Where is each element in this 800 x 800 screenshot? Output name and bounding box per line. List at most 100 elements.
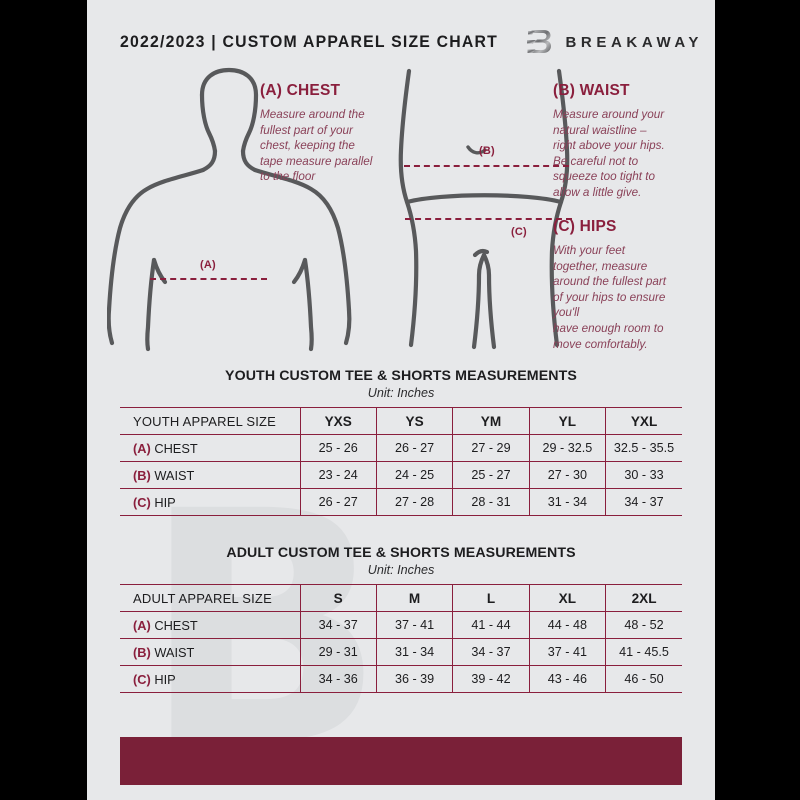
row-tag: (A) (133, 617, 151, 633)
youth-r0-c4: 32.5 - 35.5 (605, 434, 682, 462)
youth-r1-c0: 23 - 24 (300, 461, 377, 489)
youth-row-0-label: (A) CHEST (120, 434, 301, 462)
youth-r0-c3: 29 - 32.5 (529, 434, 607, 462)
youth-r2-c1: 27 - 28 (376, 488, 454, 516)
table-row: (C) HIP 34 - 36 36 - 39 39 - 42 43 - 46 … (120, 665, 682, 693)
youth-r1-c3: 27 - 30 (529, 461, 607, 489)
adult-r1-c3: 37 - 41 (529, 638, 607, 666)
youth-col-1: YS (376, 407, 454, 435)
row-label: CHEST (154, 440, 198, 456)
adult-r0-c4: 48 - 52 (605, 611, 682, 639)
adult-table-unit: Unit: Inches (367, 563, 435, 577)
adult-r1-c1: 31 - 34 (376, 638, 454, 666)
youth-r2-c3: 31 - 34 (529, 488, 607, 516)
table-row-header: ADULT APPAREL SIZE S M L XL 2XL (120, 584, 682, 612)
waist-measure-line (404, 165, 569, 167)
youth-size-table-block: YOUTH CUSTOM TEE & SHORTS MEASUREMENTS U… (120, 368, 682, 516)
waist-measure-label: (B) (479, 145, 495, 157)
youth-r2-c2: 28 - 31 (452, 488, 530, 516)
note-waist: (B) WAIST Measure around your natural wa… (553, 82, 698, 201)
adult-r0-c2: 41 - 44 (452, 611, 530, 639)
chest-measure-label: (A) (200, 259, 216, 271)
footer-bar (120, 737, 682, 785)
page-title: 2022/2023 | CUSTOM APPAREL SIZE CHART (120, 32, 499, 51)
adult-r2-c4: 46 - 50 (605, 665, 682, 693)
page-header: 2022/2023 | CUSTOM APPAREL SIZE CHART (120, 27, 698, 57)
adult-r0-c1: 37 - 41 (376, 611, 454, 639)
adult-size-table-block: ADULT CUSTOM TEE & SHORTS MEASUREMENTS U… (120, 545, 682, 693)
youth-r1-c1: 24 - 25 (376, 461, 454, 489)
brand-name: BREAKAWAY (565, 33, 704, 51)
row-tag: (C) (133, 671, 151, 687)
adult-r2-c0: 34 - 36 (300, 665, 377, 693)
note-hips: (C) HIPS With your feet together, measur… (553, 218, 703, 352)
hips-figure-icon (398, 68, 570, 350)
chest-measure-line (150, 278, 267, 280)
torso-figure-icon (107, 67, 352, 352)
adult-r2-c2: 39 - 42 (452, 665, 530, 693)
youth-size-table: YOUTH APPAREL SIZE YXS YS YM YL YXL (A) … (120, 407, 682, 516)
note-chest-body: Measure around the fullest part of your … (260, 108, 373, 184)
table-row: (A) CHEST 34 - 37 37 - 41 41 - 44 44 - 4… (120, 611, 682, 639)
table-row: (A) CHEST 25 - 26 26 - 27 27 - 29 29 - 3… (120, 434, 682, 462)
adult-size-table: ADULT APPAREL SIZE S M L XL 2XL (A) CHES… (120, 584, 682, 693)
note-waist-heading: (B) WAIST (553, 82, 630, 99)
adult-row-2-label: (C) HIP (120, 665, 301, 693)
adult-r1-c0: 29 - 31 (300, 638, 377, 666)
row-label: CHEST (154, 617, 198, 633)
youth-col-3: YL (529, 407, 607, 435)
adult-col-4: 2XL (605, 584, 682, 612)
hips-measure-label: (C) (511, 226, 527, 238)
table-row: (B) WAIST 23 - 24 24 - 25 25 - 27 27 - 3… (120, 461, 682, 489)
breakaway-b-logo-icon (526, 30, 551, 53)
measurement-illustration: (A) (B) (C) (A) CHEST Measure around the… (87, 60, 715, 365)
youth-row-2-label: (C) HIP (120, 488, 301, 516)
adult-r2-c1: 36 - 39 (376, 665, 454, 693)
note-waist-body: Measure around your natural waistline – … (553, 108, 665, 199)
youth-r1-c2: 25 - 27 (452, 461, 530, 489)
youth-r0-c1: 26 - 27 (376, 434, 454, 462)
youth-r1-c4: 30 - 33 (605, 461, 682, 489)
adult-r1-c2: 34 - 37 (452, 638, 530, 666)
row-tag: (A) (133, 440, 151, 456)
adult-row-0-label: (A) CHEST (120, 611, 301, 639)
table-row-header: YOUTH APPAREL SIZE YXS YS YM YL YXL (120, 407, 682, 435)
note-chest-heading: (A) CHEST (260, 82, 341, 99)
note-hips-body: With your feet together, measure around … (553, 244, 667, 351)
youth-col-4: YXL (605, 407, 682, 435)
youth-row-header-label: YOUTH APPAREL SIZE (120, 407, 301, 435)
brand-lockup: BREAKAWAY (526, 28, 704, 56)
adult-col-2: L (452, 584, 530, 612)
youth-col-0: YXS (300, 407, 377, 435)
adult-r0-c0: 34 - 37 (300, 611, 377, 639)
youth-table-title: YOUTH CUSTOM TEE & SHORTS MEASUREMENTS (225, 368, 577, 384)
adult-r2-c3: 43 - 46 (529, 665, 607, 693)
row-label: HIP (154, 494, 176, 510)
adult-col-3: XL (529, 584, 607, 612)
row-label: WAIST (154, 467, 195, 483)
adult-row-header-label: ADULT APPAREL SIZE (120, 584, 301, 612)
youth-r2-c0: 26 - 27 (300, 488, 377, 516)
adult-r1-c4: 41 - 45.5 (605, 638, 682, 666)
table-row: (B) WAIST 29 - 31 31 - 34 34 - 37 37 - 4… (120, 638, 682, 666)
row-tag: (C) (133, 494, 151, 510)
row-tag: (B) (133, 644, 151, 660)
adult-col-1: M (376, 584, 454, 612)
youth-r0-c2: 27 - 29 (452, 434, 530, 462)
adult-row-1-label: (B) WAIST (120, 638, 301, 666)
adult-r0-c3: 44 - 48 (529, 611, 607, 639)
hips-measure-line (405, 218, 572, 220)
table-row: (C) HIP 26 - 27 27 - 28 28 - 31 31 - 34 … (120, 488, 682, 516)
adult-table-title: ADULT CUSTOM TEE & SHORTS MEASUREMENTS (226, 545, 576, 561)
youth-row-1-label: (B) WAIST (120, 461, 301, 489)
row-label: HIP (154, 671, 176, 687)
row-tag: (B) (133, 467, 151, 483)
size-chart-page: B 2022/2023 | CUSTOM APPAREL SIZE CHART (87, 0, 715, 800)
adult-col-0: S (300, 584, 377, 612)
youth-table-unit: Unit: Inches (367, 386, 435, 400)
note-hips-heading: (C) HIPS (553, 218, 617, 235)
youth-col-2: YM (452, 407, 530, 435)
row-label: WAIST (154, 644, 195, 660)
youth-r2-c4: 34 - 37 (605, 488, 682, 516)
